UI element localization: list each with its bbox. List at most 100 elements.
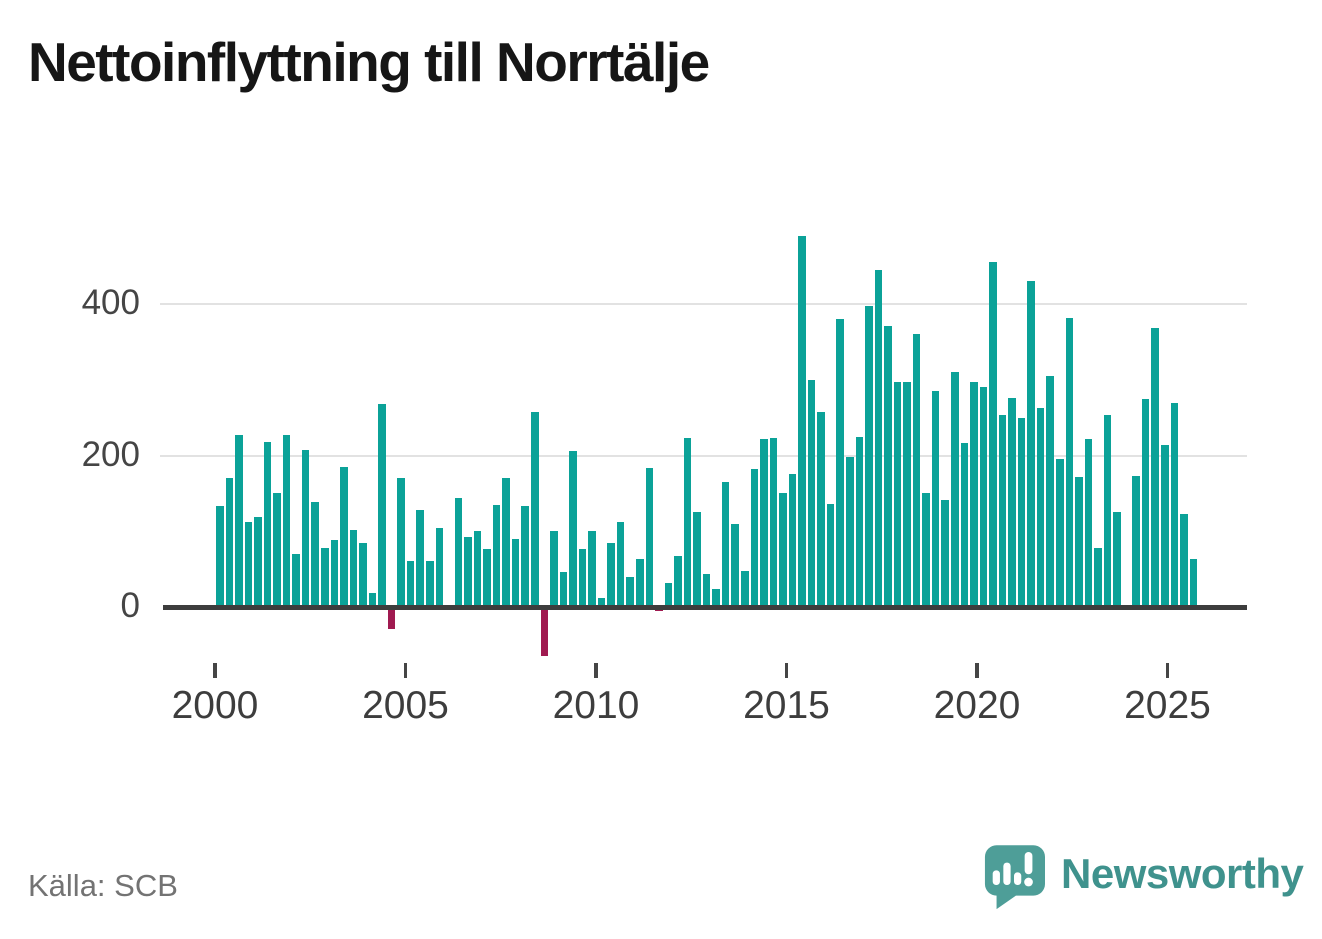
bar	[282, 435, 291, 607]
bar	[884, 326, 892, 607]
bar	[616, 522, 625, 607]
bar	[683, 438, 692, 607]
bar	[817, 412, 825, 607]
bar	[454, 497, 463, 607]
bar	[989, 262, 997, 607]
bar	[425, 560, 434, 607]
bar	[712, 588, 720, 607]
bar	[750, 469, 759, 607]
bar	[1113, 512, 1121, 607]
bar	[397, 478, 405, 607]
bar	[941, 500, 949, 607]
bar	[473, 530, 482, 607]
bar	[273, 493, 281, 607]
bar	[1046, 376, 1054, 607]
x-tick-2020	[975, 663, 979, 678]
x-axis-line	[163, 605, 1247, 610]
bar	[1160, 444, 1169, 607]
bar	[225, 478, 234, 607]
bar	[979, 387, 988, 607]
bar	[626, 576, 635, 607]
bar	[1094, 547, 1102, 607]
bar	[435, 527, 444, 607]
newsworthy-branding: Newsworthy	[983, 845, 1304, 921]
bar	[1008, 397, 1016, 607]
bar	[779, 492, 787, 607]
bar	[1075, 476, 1083, 607]
bar	[521, 506, 530, 607]
bar	[874, 269, 883, 607]
bar	[950, 372, 959, 607]
bar	[492, 504, 501, 607]
bar	[693, 512, 701, 607]
bar	[235, 435, 243, 607]
bar	[559, 572, 568, 607]
bar	[216, 506, 224, 607]
bar	[635, 559, 644, 607]
gridline-200	[160, 454, 1247, 457]
bar	[483, 549, 491, 607]
bar	[1151, 328, 1159, 607]
bar	[1027, 280, 1035, 607]
bar	[664, 582, 673, 607]
y-tick-label-200: 200	[81, 434, 140, 474]
bar	[1103, 415, 1112, 607]
bar	[578, 549, 587, 607]
bar	[292, 554, 300, 607]
bar	[721, 482, 730, 607]
gridline-400	[160, 303, 1247, 305]
bar	[645, 467, 654, 607]
x-tick-label-2010: 2010	[552, 684, 640, 727]
bar	[359, 542, 367, 607]
bar	[903, 382, 911, 607]
bar	[731, 523, 740, 607]
bar	[807, 379, 816, 607]
bar	[893, 382, 902, 607]
bar	[1141, 398, 1150, 607]
bar	[464, 537, 472, 607]
page-title: Nettoinflyttning till Norrtälje	[28, 31, 710, 93]
bar	[865, 305, 873, 607]
bar	[607, 542, 615, 607]
bar	[301, 450, 310, 607]
bar	[740, 570, 749, 607]
bar	[368, 593, 377, 607]
bar	[826, 504, 835, 607]
bar	[406, 560, 415, 607]
bar	[702, 573, 711, 607]
bar	[263, 441, 272, 607]
bar	[340, 466, 348, 607]
bar	[931, 391, 940, 607]
x-tick-label-2000: 2000	[171, 684, 259, 727]
x-tick-2025	[1165, 663, 1170, 678]
bar	[378, 404, 386, 607]
bar	[530, 411, 539, 607]
x-tick-2010	[594, 663, 598, 678]
bar	[845, 457, 854, 607]
bar	[321, 547, 329, 607]
bar	[922, 493, 930, 607]
bar	[674, 555, 682, 607]
bar	[550, 531, 558, 608]
bar	[254, 516, 262, 607]
bar	[502, 478, 510, 607]
bar	[416, 510, 425, 607]
y-tick-label-400: 400	[81, 283, 140, 323]
newsworthy-logo-icon	[984, 845, 1045, 910]
bar	[387, 607, 396, 629]
bar	[788, 474, 797, 607]
bar	[798, 235, 806, 607]
bar	[1055, 459, 1064, 607]
bar	[1084, 438, 1093, 607]
bar	[960, 442, 969, 607]
x-tick-label-2020: 2020	[933, 684, 1021, 727]
bar	[1170, 402, 1179, 607]
x-tick-label-2025: 2025	[1124, 684, 1211, 727]
bar	[1065, 318, 1074, 607]
bar	[588, 530, 596, 607]
x-tick-label-2005: 2005	[362, 684, 449, 727]
bar	[349, 529, 358, 607]
newsworthy-wordmark: Newsworthy	[1061, 850, 1304, 897]
source-label: Källa: SCB	[28, 868, 178, 903]
